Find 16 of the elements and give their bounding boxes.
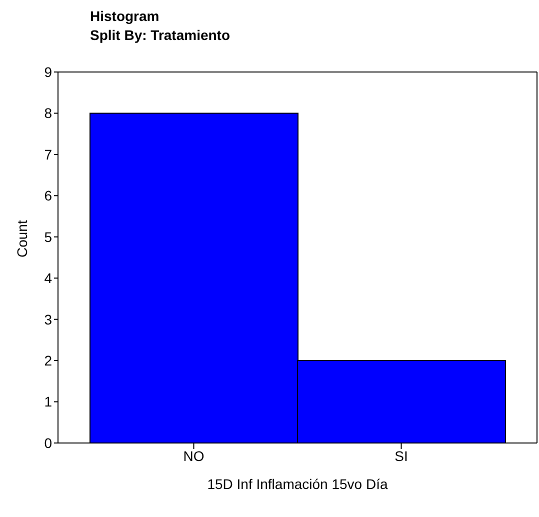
y-tick-label: 6 <box>44 188 52 204</box>
y-tick-label: 3 <box>44 311 52 328</box>
x-axis-title: 15D Inf Inflamación 15vo Día <box>207 476 388 492</box>
y-axis-title: Count <box>14 220 30 258</box>
chart-title: Histogram <box>90 8 160 24</box>
y-tick-label: 4 <box>44 270 52 286</box>
chart-subtitle: Split By: Tratamiento <box>90 27 232 43</box>
y-tick-label: 9 <box>44 64 52 80</box>
y-tick-label: 1 <box>44 394 52 410</box>
x-tick-label: NO <box>183 448 204 464</box>
y-tick-label: 7 <box>44 146 52 162</box>
x-tick-label: SI <box>394 448 408 464</box>
y-tick-label: 2 <box>44 352 52 369</box>
y-tick-label: 0 <box>44 434 52 451</box>
y-tick-label: 8 <box>44 105 52 122</box>
y-tick-label: 5 <box>44 228 52 245</box>
